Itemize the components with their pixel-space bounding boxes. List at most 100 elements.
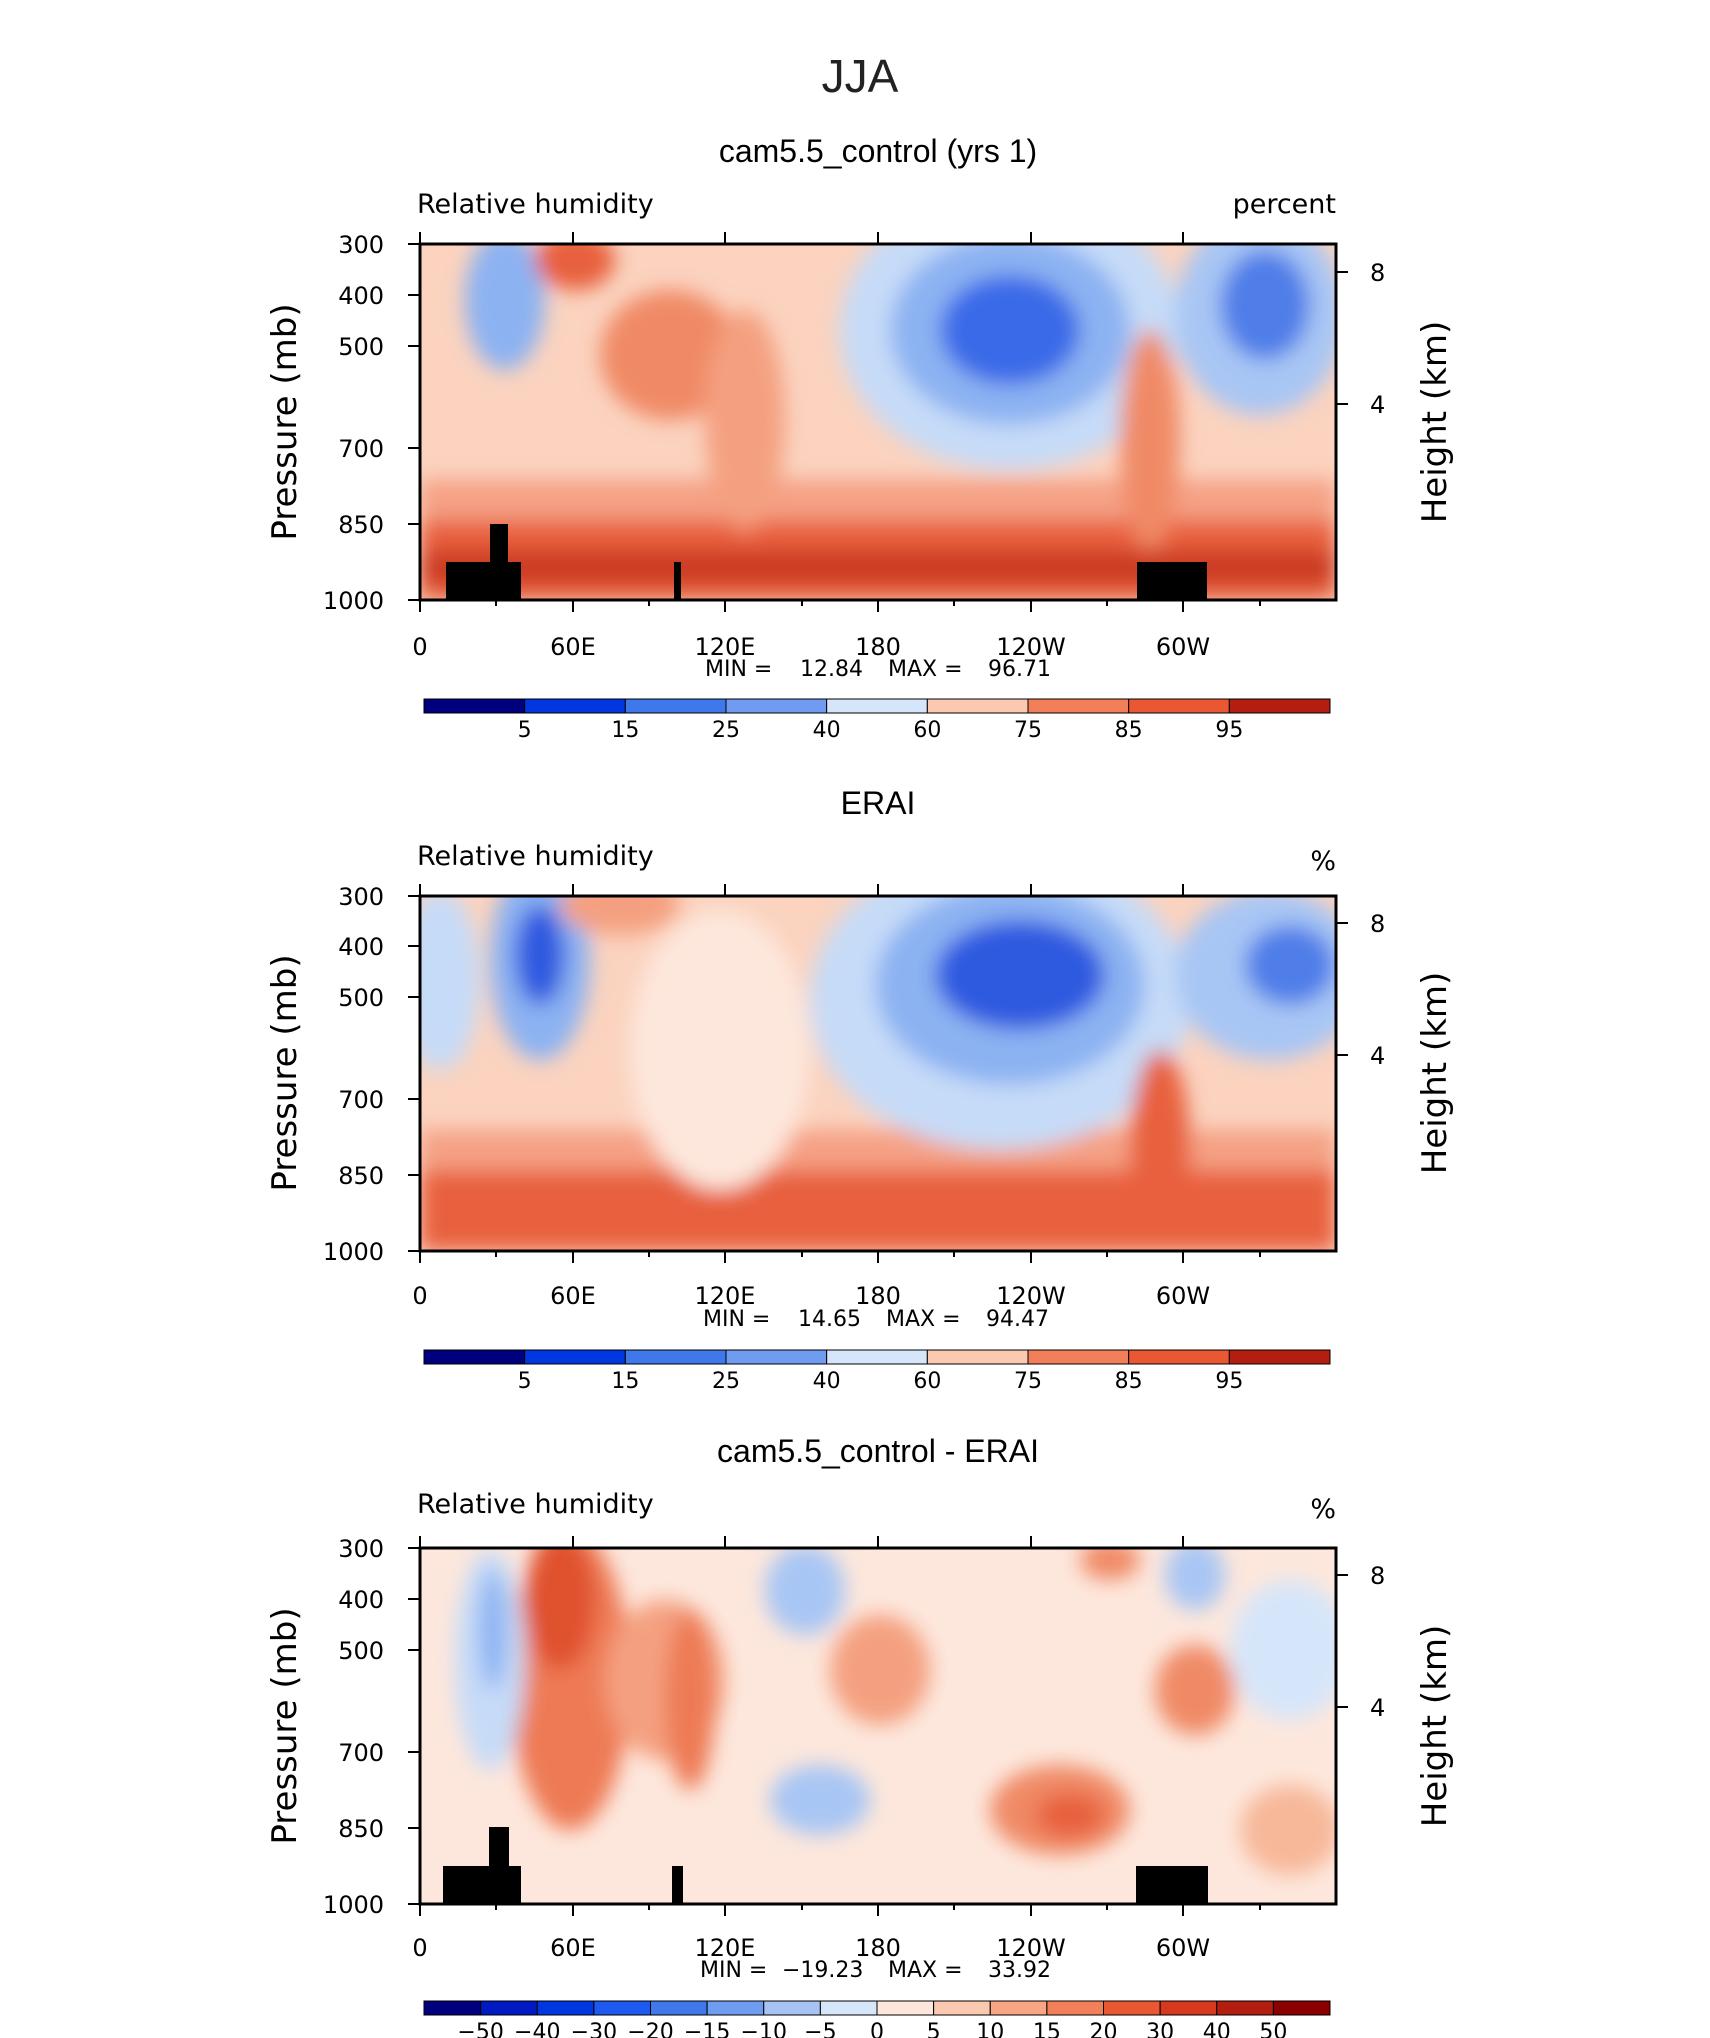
colorbar-swatch (536, 2000, 595, 2016)
colorbar-swatch (423, 698, 526, 714)
negative-anomaly-pacific-low (770, 1765, 870, 1835)
colorbar-tick-label: −30 (571, 2020, 617, 2038)
topography-mask (446, 524, 1207, 600)
colorbar-tick-label: 10 (976, 2020, 1004, 2038)
stat-max-value: 96.71 (988, 657, 1051, 682)
field-label: Relative humidity (417, 1489, 654, 1520)
positive-anomaly-top (1080, 1548, 1140, 1580)
right-axis (1336, 922, 1348, 1056)
field-label: Relative humidity (417, 189, 654, 220)
negative-anomaly-africa-core (479, 1570, 507, 1690)
y-tick-label: 700 (338, 1086, 384, 1114)
y-tick-label: 300 (338, 883, 384, 911)
colorbar-swatch (706, 2000, 765, 2016)
colorbar-tick-label: 5 (518, 718, 532, 743)
y-tick-label: 500 (338, 984, 384, 1012)
y-axis-label: Pressure (mb) (265, 954, 305, 1191)
moist-region-asia-ext (705, 310, 785, 530)
y-tick-label: 400 (338, 933, 384, 961)
colorbar-tick-label: 75 (1014, 718, 1042, 743)
right-axis (1336, 271, 1348, 405)
units-label: percent (1233, 189, 1336, 220)
height-axis-label: Height (km) (1415, 321, 1455, 524)
moist-region-asia (600, 290, 740, 420)
colorbar-tick-label: 20 (1090, 2020, 1118, 2038)
colorbar-tick-label: 0 (870, 2020, 884, 2038)
units-label: % (1310, 1494, 1336, 1525)
moist-central (630, 910, 810, 1190)
dry-region-pacific-min (935, 920, 1105, 1030)
x-tick-label: 60W (1156, 1934, 1210, 1962)
colorbar-swatch (819, 2000, 878, 2016)
units-label: % (1310, 846, 1336, 877)
stat-min-value: 12.84 (800, 657, 863, 682)
topography-tibet-peak (674, 562, 681, 600)
left-axis (408, 1547, 420, 1905)
moist-region-indian (535, 244, 615, 290)
y-tick-label: 700 (338, 1739, 384, 1767)
topography-ethiopia (489, 1827, 509, 1904)
colorbar-tick-label: 5 (927, 2020, 941, 2038)
x-tick-label: 0 (412, 1282, 427, 1310)
colorbar-tick-label: 95 (1215, 1369, 1243, 1394)
colorbar-swatch (524, 698, 626, 714)
colorbar-tick-label: 25 (712, 1369, 740, 1394)
colorbar-swatch (423, 2000, 482, 2016)
dry-region-africa-core (515, 905, 565, 1005)
colorbar-swatch (725, 1349, 828, 1365)
colorbar: −50 −40 −30 −20 −15 −10 −5 0 5 10 15 20 30 40 50 (423, 2000, 1331, 2038)
x-tick-label: 60E (550, 1282, 596, 1310)
y-tick-label: 850 (338, 1162, 384, 1190)
colorbar-tick-label: 30 (1146, 2020, 1174, 2038)
colorbar-tick-label: 85 (1115, 1369, 1143, 1394)
x-tick-label: 120E (695, 1282, 756, 1310)
stat-max-label: MAX = (886, 1307, 961, 1332)
stat-min-label: MIN = (700, 1958, 767, 1983)
positive-anomaly-asia-core (665, 1610, 715, 1790)
colorbar-tick-label: −20 (627, 2020, 673, 2038)
topography-andes (1137, 562, 1207, 600)
topography-ethiopia (490, 524, 508, 600)
y-tick-label: 500 (338, 333, 384, 361)
colorbar-swatch (1027, 1349, 1130, 1365)
topography-mask (443, 1827, 1208, 1904)
y-tick-label: 850 (338, 511, 384, 539)
left-axis (408, 243, 420, 601)
x-tick-label: 60E (550, 1934, 596, 1962)
colorbar-swatch (725, 698, 828, 714)
colorbar-tick-label: −5 (804, 2020, 836, 2038)
colorbar-swatch (1159, 2000, 1218, 2016)
colorbar-swatch (1027, 698, 1130, 714)
colorbar-swatch (1228, 698, 1331, 714)
negative-anomaly-atlantic-east (1230, 1580, 1336, 1720)
negative-anomaly-atlantic (1165, 1548, 1225, 1610)
panel-title: cam5.5_control (yrs 1) (719, 133, 1037, 169)
positive-anomaly-atlantic (1155, 1645, 1235, 1735)
low-level-core (420, 1170, 1336, 1251)
y-tick-label: 700 (338, 435, 384, 463)
colorbar-swatch (624, 1349, 727, 1365)
colorbar-swatch (763, 2000, 821, 2016)
positive-anomaly-east-pacific-core (1035, 1793, 1105, 1837)
x-tick-label: 120W (996, 1282, 1066, 1310)
colorbar-swatch (1228, 1349, 1331, 1365)
y-tick-label: 300 (338, 1535, 384, 1563)
height-axis-label: Height (km) (1415, 972, 1455, 1175)
bottom-axis (419, 884, 1261, 1263)
positive-anomaly-central-pacific (830, 1615, 930, 1725)
x-tick-label: 0 (412, 633, 427, 661)
dry-region-west (420, 896, 480, 1070)
x-tick-label: 120W (996, 633, 1066, 661)
colorbar-swatch (989, 2000, 1048, 2016)
dry-region-pacific-min (940, 275, 1080, 385)
colorbar-swatch (524, 1349, 626, 1365)
colorbar-tick-label: −40 (514, 2020, 560, 2038)
colorbar-tick-label: 60 (913, 718, 941, 743)
positive-anomaly-south-america (1240, 1785, 1336, 1875)
height-tick-label: 4 (1370, 1694, 1385, 1722)
panel-title: ERAI (841, 785, 916, 821)
topography-andes (1136, 1866, 1208, 1904)
height-tick-label: 4 (1370, 1042, 1385, 1070)
y-tick-label: 1000 (323, 1891, 384, 1919)
stat-max-value: 33.92 (988, 1958, 1051, 1983)
